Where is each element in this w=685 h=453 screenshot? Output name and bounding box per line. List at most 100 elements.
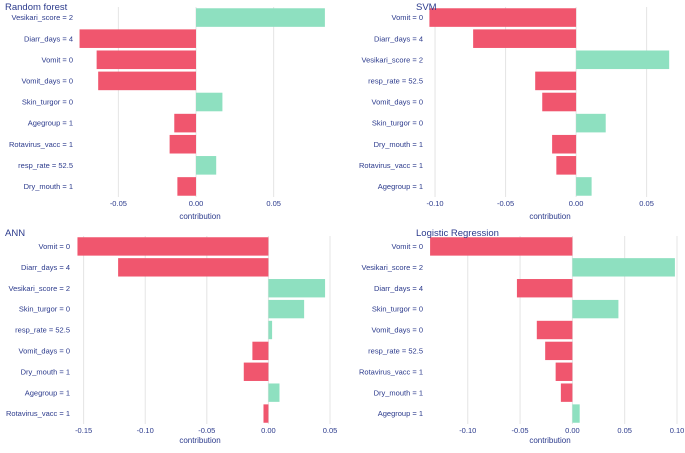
x-tick-label: -0.05 [497,199,514,208]
category-label: Rotavirus_vacc = 1 [359,161,423,170]
bar [576,50,670,70]
x-axis-label: contribution [179,212,220,221]
x-tick-label: 0.05 [266,199,281,208]
category-label: Vesikari_score = 2 [362,263,424,272]
x-tick-label: 0.05 [323,426,338,435]
x-tick-label: 0.00 [569,199,584,208]
category-label: Vesikari_score = 2 [362,55,424,64]
bar [576,113,606,133]
x-axis-label: contribution [529,436,570,445]
x-tick-label: -0.10 [459,426,476,435]
bar [552,134,577,154]
bar [429,8,577,27]
bar [572,404,580,423]
bar [77,237,269,256]
category-label: Vomit_days = 0 [372,326,424,335]
bar [572,258,675,277]
bar [118,258,269,277]
category-label: Vesikari_score = 2 [12,13,74,22]
x-tick-label: -0.05 [512,426,529,435]
x-tick-label: 0.05 [639,199,654,208]
chart-title: Random forest [5,2,68,13]
x-tick-label: 0.00 [261,426,276,435]
bar [536,320,573,340]
category-label: Skin_turgor = 0 [372,119,423,128]
category-label: Dry_mouth = 1 [374,140,423,149]
chart-panel-1: -0.10 -0.05 0.00 0.05 Vomit = 0 Diarr_days = … [359,2,670,221]
bar [268,383,280,402]
bar [196,8,325,27]
chart-title: SVM [416,2,437,13]
bar [560,383,573,402]
bar [576,177,592,196]
chart-panel-3: -0.10 -0.05 0.00 0.05 0.10 Vomit = 0 Vesikari_… [359,228,684,445]
category-label: Rotavirus_vacc = 1 [6,409,70,418]
category-label: Vomit = 0 [392,242,423,251]
chart-panel-0: -0.05 0.00 0.05 Vesikari_score = 2 Diarr_day… [5,2,325,221]
category-label: Dry_mouth = 1 [21,367,70,376]
bar [196,92,223,112]
bar [430,237,573,256]
category-label: Dry_mouth = 1 [24,182,73,191]
category-label: Diarr_days = 4 [24,34,73,43]
category-label: Agegroup = 1 [28,119,73,128]
category-label: Agegroup = 1 [25,388,70,397]
category-label: Skin_turgor = 0 [372,305,423,314]
bar [555,362,573,381]
x-tick-label: -0.10 [426,199,443,208]
x-tick-label: 0.05 [617,426,632,435]
bar [174,113,197,133]
bar [542,92,577,112]
bar [263,404,269,423]
x-tick-label: 0.00 [565,426,580,435]
bar [473,29,577,48]
category-label: Skin_turgor = 0 [19,305,70,314]
category-label: resp_rate = 52.5 [368,346,423,355]
bar [252,341,269,361]
category-label: Vesikari_score = 2 [9,284,71,293]
category-label: Vomit_days = 0 [22,76,74,85]
bar [545,341,573,361]
bar [268,299,305,319]
x-tick-label: -0.15 [75,426,92,435]
bar [79,29,197,48]
category-label: Vomit = 0 [39,242,70,251]
x-axis-label: contribution [179,436,220,445]
category-label: Rotavirus_vacc = 1 [359,367,423,376]
category-label: Vomit_days = 0 [372,98,424,107]
category-label: Diarr_days = 4 [21,263,70,272]
category-label: Vomit = 0 [392,13,423,22]
category-label: Vomit = 0 [42,55,73,64]
category-label: Rotavirus_vacc = 1 [9,140,73,149]
x-tick-label: -0.05 [110,199,127,208]
bar [196,156,217,175]
chart-title: ANN [5,228,25,239]
category-label: Agegroup = 1 [378,182,423,191]
bar [572,299,619,319]
category-label: Diarr_days = 4 [374,284,423,293]
category-label: resp_rate = 52.5 [18,161,73,170]
x-tick-label: 0.10 [670,426,685,435]
bar [169,134,197,154]
x-tick-label: 0.00 [189,199,204,208]
x-tick-label: -0.10 [137,426,154,435]
bar [268,279,326,298]
bar [98,71,197,91]
category-label: Vomit_days = 0 [19,346,71,355]
bar [243,362,269,381]
chart-title: Logistic Regression [416,228,499,239]
category-label: resp_rate = 52.5 [368,76,423,85]
category-label: Dry_mouth = 1 [374,388,423,397]
bar [177,177,197,196]
x-axis-label: contribution [529,212,570,221]
category-label: Agegroup = 1 [378,409,423,418]
x-tick-label: -0.05 [198,426,215,435]
category-label: Skin_turgor = 0 [22,98,73,107]
bar [96,50,197,70]
bar [516,279,573,298]
category-label: resp_rate = 52.5 [15,326,70,335]
bar [556,156,577,175]
chart-panel-2: -0.15 -0.10 -0.05 0.00 0.05 Vomit = 0 Diarr_da… [5,228,337,445]
